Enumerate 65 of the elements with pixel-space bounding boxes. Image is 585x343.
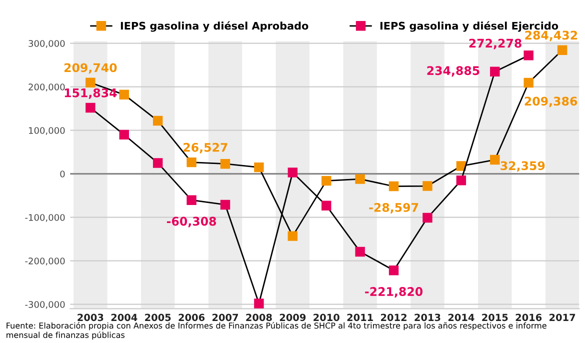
point	[119, 130, 129, 140]
y-tick-label: 100,000	[29, 127, 65, 135]
x-tick-label: 2015	[482, 314, 508, 322]
point	[456, 176, 466, 186]
point	[186, 195, 196, 205]
x-tick-label: 2013	[414, 314, 440, 322]
x-tick-label: 2004	[111, 314, 138, 322]
point	[388, 265, 399, 276]
point	[288, 231, 298, 241]
x-tick-label: 2007	[212, 314, 238, 322]
x-tick-label: 2006	[178, 314, 205, 322]
x-tick-label: 2010	[314, 314, 340, 322]
data-label: 209,386	[524, 96, 578, 108]
y-tick-label: -200,000	[25, 258, 65, 266]
legend-label: IEPS gasolina y diésel Aprobado	[120, 21, 308, 32]
point	[86, 78, 96, 88]
point	[355, 174, 365, 184]
point	[456, 161, 466, 171]
x-tick-label: 2012	[381, 314, 406, 322]
point	[86, 102, 96, 113]
point	[152, 158, 163, 168]
y-tick-label: 0	[60, 170, 65, 178]
x-tick-label: 2017	[550, 314, 576, 322]
x-tick-label: 2009	[280, 314, 306, 322]
point	[220, 158, 230, 169]
source-note: Fuente: Elaboración propia con Anexos de Informes de Finanzas Públicas de SHCP al 4to trimestre para los años respectivos e informe mensual de finanzas públicas	[6, 322, 546, 340]
data-label: 284,432	[525, 30, 578, 42]
point	[422, 181, 432, 191]
point	[254, 162, 264, 172]
data-label: -221,820	[365, 287, 423, 298]
point	[119, 90, 129, 100]
x-tick-label: 2005	[145, 314, 171, 322]
x-tick-label: 2003	[78, 314, 104, 322]
y-tick-label: 200,000	[28, 84, 65, 92]
data-label: 209,740	[64, 63, 117, 74]
data-label: 32,359	[500, 161, 545, 172]
point	[388, 181, 399, 192]
point	[422, 212, 432, 223]
point	[186, 157, 196, 168]
point	[355, 246, 365, 257]
data-label: 272,278	[469, 38, 522, 50]
point	[490, 154, 500, 165]
y-tick-label: -100,000	[25, 214, 65, 222]
x-tick-label: 2014	[448, 314, 474, 322]
point	[557, 45, 568, 55]
data-label: 26,527	[184, 142, 228, 154]
point	[254, 298, 264, 308]
point	[490, 66, 500, 77]
y-tick-label: -300,000	[25, 301, 65, 309]
y-tick-label: 300,000	[28, 40, 65, 48]
point	[524, 78, 534, 88]
data-label: 151,834	[64, 88, 117, 99]
point	[322, 176, 332, 186]
point	[152, 116, 163, 126]
x-tick-label: 2008	[246, 314, 272, 322]
data-label: 234,885	[427, 66, 480, 77]
x-tick-label: 2011	[347, 314, 373, 322]
data-label: -60,308	[166, 216, 216, 228]
x-tick-label: 2016	[516, 314, 542, 322]
point	[322, 200, 332, 210]
point	[524, 50, 534, 60]
data-label: -28,597	[369, 203, 418, 214]
legend-label: IEPS gasolina y diésel Ejercido	[380, 21, 558, 32]
point	[288, 168, 298, 178]
point	[220, 200, 230, 210]
